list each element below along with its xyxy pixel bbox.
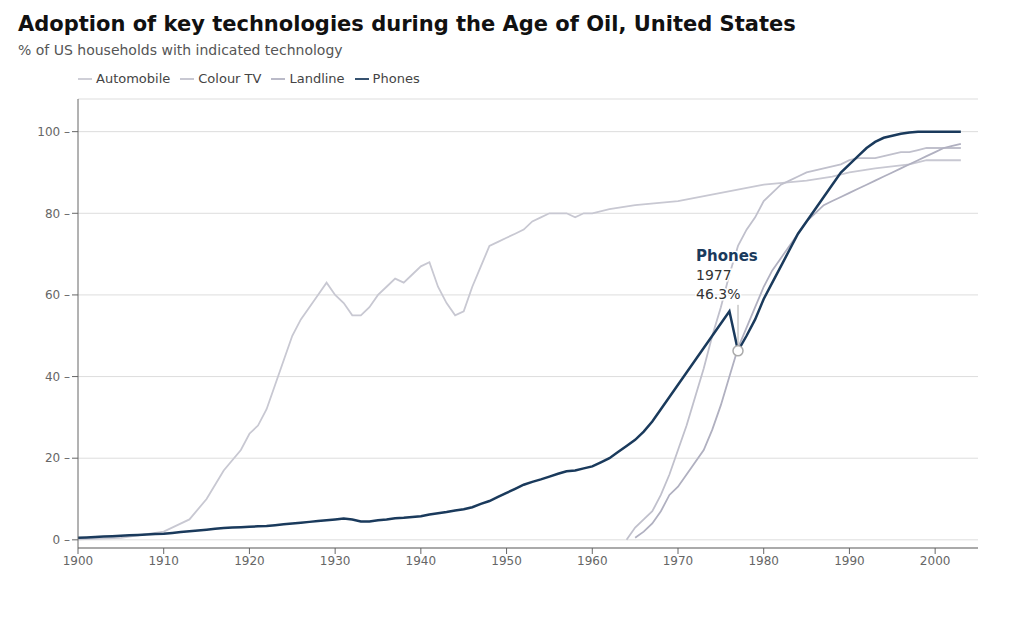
svg-text:20 –: 20 – xyxy=(45,451,70,465)
svg-text:60 –: 60 – xyxy=(45,288,70,302)
svg-text:1920: 1920 xyxy=(234,554,265,568)
svg-text:1960: 1960 xyxy=(577,554,608,568)
svg-text:46.3%: 46.3% xyxy=(696,286,740,302)
svg-text:1900: 1900 xyxy=(63,554,94,568)
svg-text:1940: 1940 xyxy=(406,554,437,568)
svg-text:2000: 2000 xyxy=(920,554,951,568)
html-text:% of US households with indica: % of US households with indicated techno… xyxy=(18,42,343,58)
svg-text:80 –: 80 – xyxy=(45,207,70,221)
html-text:Automobile: Automobile xyxy=(96,71,171,86)
svg-text:1977: 1977 xyxy=(696,267,732,283)
svg-text:100 –: 100 – xyxy=(37,125,70,139)
svg-text:40 –: 40 – xyxy=(45,370,70,384)
html-text:Landline: Landline xyxy=(289,71,345,86)
svg-text:Phones: Phones xyxy=(696,247,758,265)
html-text:Phones: Phones xyxy=(372,71,420,86)
html-text:Colour TV: Colour TV xyxy=(198,71,262,86)
svg-text:0 –: 0 – xyxy=(53,533,70,547)
svg-text:1980: 1980 xyxy=(748,554,779,568)
svg-text:1930: 1930 xyxy=(320,554,351,568)
html-text:Adoption of key technologies d: Adoption of key technologies during the … xyxy=(18,12,796,36)
svg-text:1970: 1970 xyxy=(663,554,694,568)
svg-text:1950: 1950 xyxy=(491,554,522,568)
svg-text:1910: 1910 xyxy=(148,554,179,568)
svg-text:1990: 1990 xyxy=(834,554,865,568)
